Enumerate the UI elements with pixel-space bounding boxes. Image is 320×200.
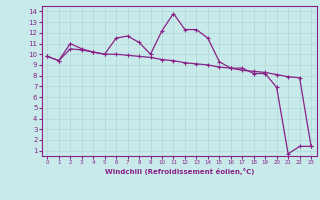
X-axis label: Windchill (Refroidissement éolien,°C): Windchill (Refroidissement éolien,°C) xyxy=(105,168,254,175)
